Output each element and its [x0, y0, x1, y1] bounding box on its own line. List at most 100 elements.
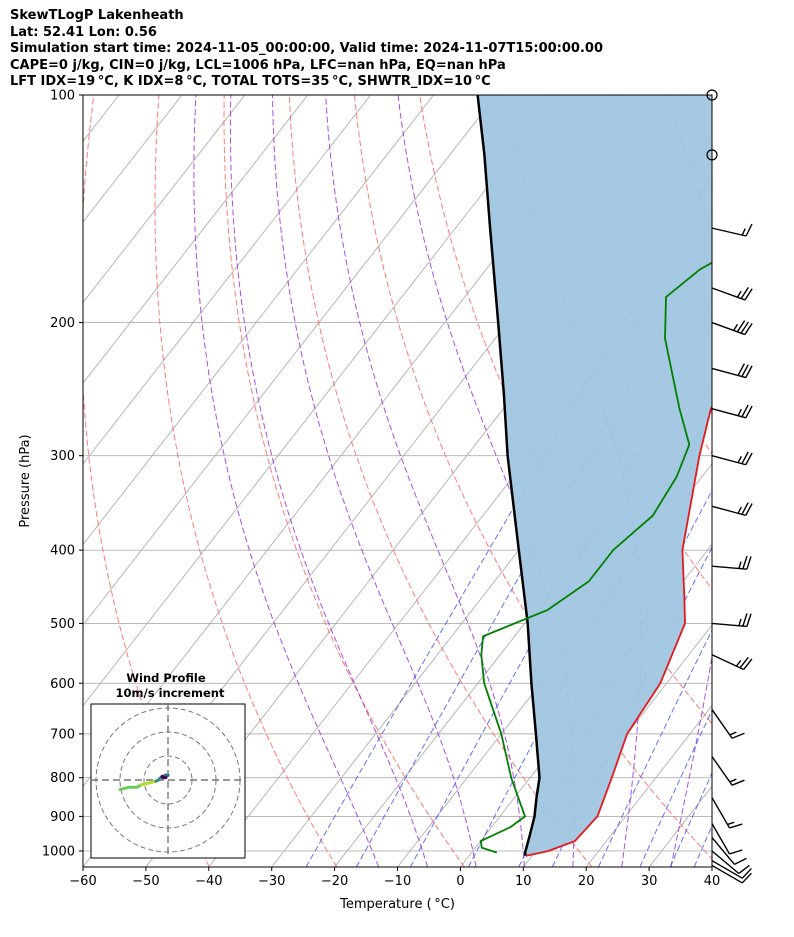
wind-barb	[711, 797, 743, 829]
wind-barb-shaft	[711, 850, 740, 875]
mixing-ratio-line	[597, 628, 712, 867]
wind-barb-half-flag	[727, 821, 735, 826]
calm-wind-marker	[706, 89, 718, 101]
moist-adiabat	[229, 95, 429, 867]
wind-barb	[711, 850, 750, 875]
isotherm-gridline	[83, 95, 560, 707]
wind-barb-half-flag	[729, 778, 737, 783]
wind-barb-half-flag	[735, 659, 742, 667]
wind-barb	[711, 451, 753, 466]
cin-shading	[477, 95, 712, 856]
y-tick-label: 100	[50, 89, 75, 104]
wind-barb-flag	[738, 864, 750, 875]
isotherm-gridline	[83, 95, 309, 384]
isotherm-gridline	[83, 95, 434, 546]
wind-barb	[711, 555, 752, 570]
wind-barb-flag	[743, 658, 753, 670]
wind-barb-shaft	[711, 505, 746, 517]
wind-barb-shaft	[711, 227, 747, 237]
chart-header: SkewTLogP Lakenheath Lat: 52.41 Lon: 0.5…	[10, 8, 603, 91]
wind-barb	[711, 613, 752, 628]
dry-adiabat	[419, 95, 712, 725]
wind-barb-shaft	[711, 565, 747, 570]
x-tick-label: 20	[578, 874, 595, 889]
wind-barb	[711, 756, 745, 786]
location-line: Lat: 52.41 Lon: 0.56	[10, 24, 157, 40]
indices-line: LFT IDX=19 °C, K IDX=8 °C, TOTAL TOTS=35…	[10, 74, 491, 89]
wind-barb-half-flag	[733, 324, 739, 331]
wind-barb-flag	[737, 363, 745, 376]
chart-title: SkewTLogP Lakenheath	[10, 8, 184, 23]
wind-barb-flag	[741, 867, 752, 879]
wind-barb	[711, 363, 753, 379]
wind-barb-flag	[740, 321, 749, 334]
wind-barb-half-flag	[737, 409, 742, 417]
wind-barb	[711, 860, 752, 879]
wind-barb-shaft	[711, 709, 733, 739]
wind-barb-half-flag	[738, 561, 742, 569]
y-tick-label: 400	[50, 544, 75, 559]
wind-barb	[711, 320, 753, 336]
x-tick-label: 40	[704, 874, 721, 889]
wind-barb-shaft	[711, 860, 743, 879]
wind-barb-flag	[745, 452, 753, 466]
x-tick-label: −50	[132, 874, 159, 889]
moist-adiabat	[770, 95, 794, 867]
wind-barb-flag	[731, 732, 745, 739]
wind-barb-flag	[741, 364, 749, 377]
wind-barb-flag	[746, 556, 752, 570]
dry-adiabat	[745, 95, 794, 867]
wind-barb-flag	[741, 404, 749, 418]
y-tick-label: 300	[50, 449, 75, 464]
wind-barb-flag	[739, 656, 749, 669]
calm-wind-marker	[706, 149, 718, 161]
wind-barb	[711, 502, 753, 517]
wind-barb	[711, 404, 753, 419]
mixing-ratio-line	[355, 243, 712, 867]
isotherm-gridline	[83, 95, 497, 626]
parcel-profile-line	[476, 95, 541, 857]
y-tick-label: 1000	[42, 844, 75, 859]
x-axis-label: Temperature ( °C)	[339, 897, 455, 912]
hodograph-segment	[160, 774, 165, 780]
x-tick-label: 10	[515, 874, 532, 889]
wind-barb	[711, 837, 747, 866]
wind-barb-shaft	[711, 797, 731, 829]
wind-barb-flag	[746, 613, 752, 627]
dry-adiabat	[223, 95, 465, 867]
isotherm-gridline	[711, 866, 712, 867]
wind-barb-half-flag	[737, 455, 742, 464]
wind-barb	[711, 287, 753, 301]
wind-barb-shaft	[711, 756, 733, 786]
hodograph-subtitle: 10m/s increment	[116, 686, 225, 700]
dewpoint-line	[479, 261, 712, 854]
hodograph-plot	[91, 704, 245, 858]
dry-adiabat	[154, 95, 338, 867]
isotherm-gridline	[585, 704, 712, 867]
wind-barb-flag	[745, 223, 753, 237]
temperature-line	[525, 404, 712, 857]
x-tick-label: 30	[641, 874, 658, 889]
y-tick-label: 900	[50, 810, 75, 825]
wind-barb-flag	[729, 849, 743, 855]
wind-barb-shaft	[711, 455, 746, 466]
wind-barb-flag	[742, 555, 748, 570]
wind-barb-half-flag	[736, 290, 742, 298]
y-tick-label: 500	[50, 617, 75, 632]
wind-barb-shaft	[711, 622, 747, 628]
x-tick-label: −30	[258, 874, 285, 889]
x-tick-label: 0	[456, 874, 464, 889]
wind-barb	[711, 654, 753, 671]
moist-adiabat	[272, 95, 477, 867]
wind-barb-half-flag	[737, 506, 742, 514]
wind-barb-flag	[731, 779, 745, 786]
wind-barb	[711, 709, 745, 739]
wind-barb-shaft	[711, 367, 746, 379]
cape-line: CAPE=0 j/kg, CIN=0 j/kg, LCL=1006 hPa, L…	[10, 57, 506, 73]
wind-barb-shaft	[711, 654, 745, 671]
wind-barb	[711, 864, 752, 884]
x-tick-label: −40	[195, 874, 222, 889]
wind-barb	[711, 223, 753, 237]
wind-barb-flag	[744, 288, 753, 301]
